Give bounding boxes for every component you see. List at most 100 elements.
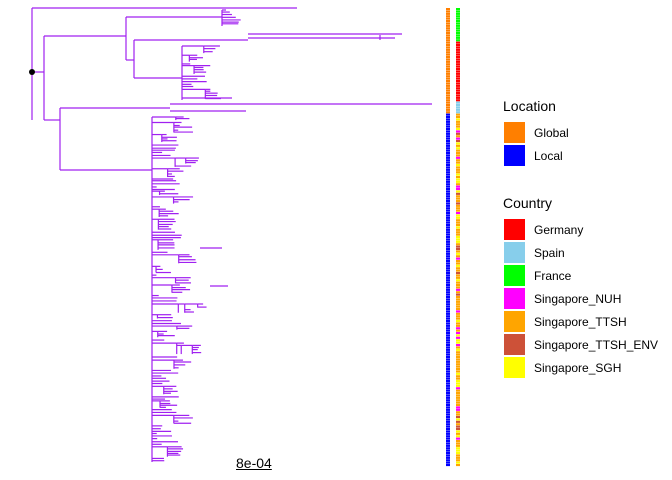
location-strip-cell xyxy=(446,24,450,27)
location-strip-cell xyxy=(446,106,450,109)
country-strip-cell xyxy=(456,202,460,205)
location-strip-cell xyxy=(446,92,450,95)
location-strip-cell xyxy=(446,51,450,54)
location-strip-cell xyxy=(446,332,450,335)
legend-label: France xyxy=(534,268,572,283)
country-strip-cell xyxy=(456,94,460,97)
annotation-strips xyxy=(446,8,460,467)
country-strip-cell xyxy=(456,212,460,215)
location-strip-cell xyxy=(446,243,450,246)
location-strip-cell xyxy=(446,440,450,443)
country-strip-cell xyxy=(456,288,460,291)
country-strip-cell xyxy=(456,214,460,217)
location-strip-cell xyxy=(446,53,450,56)
location-strip-cell xyxy=(446,353,450,356)
location-strip-cell xyxy=(446,161,450,164)
location-strip-cell xyxy=(446,32,450,35)
country-strip-cell xyxy=(456,267,460,270)
legend-swatch xyxy=(503,241,526,264)
location-strip-cell xyxy=(446,365,450,368)
location-strip-cell xyxy=(446,334,450,337)
country-strip-cell xyxy=(456,80,460,83)
location-strip-cell xyxy=(446,101,450,104)
location-strip-cell xyxy=(446,190,450,193)
location-strip-cell xyxy=(446,308,450,311)
country-strip-cell xyxy=(456,180,460,183)
location-strip-cell xyxy=(446,348,450,351)
location-strip-cell xyxy=(446,219,450,222)
location-strip-cell xyxy=(446,207,450,210)
location-strip-cell xyxy=(446,125,450,128)
country-strip-cell xyxy=(456,65,460,68)
country-strip-cell xyxy=(456,82,460,85)
location-strip-cell xyxy=(446,80,450,83)
location-strip-cell xyxy=(446,264,450,267)
legend-item-singapore_sgh: Singapore_SGH xyxy=(503,356,658,379)
location-strip-cell xyxy=(446,406,450,409)
country-strip-cell xyxy=(456,243,460,246)
country-strip-cell xyxy=(456,444,460,447)
location-strip-cell xyxy=(446,396,450,399)
location-strip-cell xyxy=(446,216,450,219)
location-strip-cell xyxy=(446,154,450,157)
legend-item-singapore_ttsh: Singapore_TTSH xyxy=(503,310,658,333)
location-strip-cell xyxy=(446,209,450,212)
country-strip-cell xyxy=(456,152,460,155)
country-strip-cell xyxy=(456,200,460,203)
country-strip-cell xyxy=(456,44,460,47)
country-strip-cell xyxy=(456,209,460,212)
location-strip-cell xyxy=(446,173,450,176)
location-strip-cell xyxy=(446,413,450,416)
country-strip-cell xyxy=(456,173,460,176)
country-strip-cell xyxy=(456,92,460,95)
country-strip-cell xyxy=(456,284,460,287)
country-strip-cell xyxy=(456,104,460,107)
location-strip-cell xyxy=(446,238,450,241)
location-strip-cell xyxy=(446,58,450,61)
legend-item-local: Local xyxy=(503,144,569,167)
country-strip-cell xyxy=(456,449,460,452)
country-strip-cell xyxy=(456,456,460,459)
country-strip-cell xyxy=(456,101,460,104)
country-strip-cell xyxy=(456,41,460,44)
country-strip-cell xyxy=(456,53,460,56)
country-strip-cell xyxy=(456,120,460,123)
country-strip-cell xyxy=(456,298,460,301)
location-legend: Location Global Local xyxy=(503,98,569,167)
country-strip-cell xyxy=(456,336,460,339)
country-strip-cell xyxy=(456,84,460,87)
location-strip-cell xyxy=(446,231,450,234)
country-strip-cell xyxy=(456,286,460,289)
location-strip-cell xyxy=(446,87,450,90)
country-strip-cell xyxy=(456,255,460,258)
country-strip-cell xyxy=(456,310,460,313)
location-strip-cell xyxy=(446,262,450,265)
location-strip-cell xyxy=(446,84,450,87)
country-strip-cell xyxy=(456,22,460,25)
country-strip-cell xyxy=(456,137,460,140)
location-strip-cell xyxy=(446,449,450,452)
location-strip-cell xyxy=(446,166,450,169)
location-strip-cell xyxy=(446,420,450,423)
location-strip-cell xyxy=(446,336,450,339)
location-strip-cell xyxy=(446,341,450,344)
country-strip-cell xyxy=(456,276,460,279)
country-strip-cell xyxy=(456,149,460,152)
location-strip-cell xyxy=(446,272,450,275)
location-strip-cell xyxy=(446,399,450,402)
country-strip-cell xyxy=(456,135,460,138)
location-strip-cell xyxy=(446,384,450,387)
location-strip-cell xyxy=(446,60,450,63)
location-strip-cell xyxy=(446,423,450,426)
legend-label: Singapore_SGH xyxy=(534,360,622,375)
location-strip-cell xyxy=(446,123,450,126)
root-node xyxy=(29,69,35,75)
location-strip-cell xyxy=(446,240,450,243)
location-strip-cell xyxy=(446,288,450,291)
country-strip-cell xyxy=(456,464,460,467)
legend-label: Germany xyxy=(534,222,584,237)
country-strip-cell xyxy=(456,219,460,222)
country-strip-cell xyxy=(456,262,460,265)
location-strip-cell xyxy=(446,430,450,433)
location-strip-cell xyxy=(446,404,450,407)
